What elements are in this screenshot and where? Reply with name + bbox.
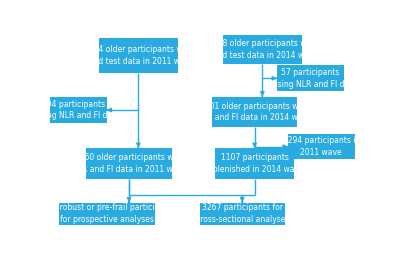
Text: 2401 older participants with
NLR and FI data in 2014 wave: 2401 older participants with NLR and FI … [197, 102, 312, 122]
FancyBboxPatch shape [288, 134, 354, 159]
Text: 57 participants
missing NLR and FI data: 57 participants missing NLR and FI data [264, 68, 357, 89]
Text: 1206 robust or pre-frail participants
for prospective analyses: 1206 robust or pre-frail participants fo… [38, 204, 176, 224]
FancyBboxPatch shape [212, 97, 297, 127]
FancyBboxPatch shape [99, 38, 178, 73]
Text: 2160 older participants with
NLR and FI data in 2011 wave: 2160 older participants with NLR and FI … [72, 153, 186, 174]
Text: 2458 older participants with
blood test data in 2014 wave: 2458 older participants with blood test … [206, 39, 318, 60]
FancyBboxPatch shape [200, 203, 285, 225]
FancyBboxPatch shape [86, 148, 172, 179]
Text: 3267 participants for
cross-sectional analyses: 3267 participants for cross-sectional an… [196, 204, 289, 224]
FancyBboxPatch shape [59, 203, 155, 225]
Text: 194 participants
missing NLR and FI data: 194 participants missing NLR and FI data [27, 100, 120, 120]
Text: 1107 participants
replenished in 2014 wave: 1107 participants replenished in 2014 wa… [205, 153, 304, 174]
Text: 1294 participants in
2011 wave: 1294 participants in 2011 wave [282, 136, 360, 157]
FancyBboxPatch shape [223, 35, 302, 64]
FancyBboxPatch shape [277, 66, 344, 91]
FancyBboxPatch shape [40, 97, 106, 123]
FancyBboxPatch shape [215, 148, 294, 179]
Text: 2354 older participants with
blood test data in 2011 wave: 2354 older participants with blood test … [82, 45, 194, 66]
